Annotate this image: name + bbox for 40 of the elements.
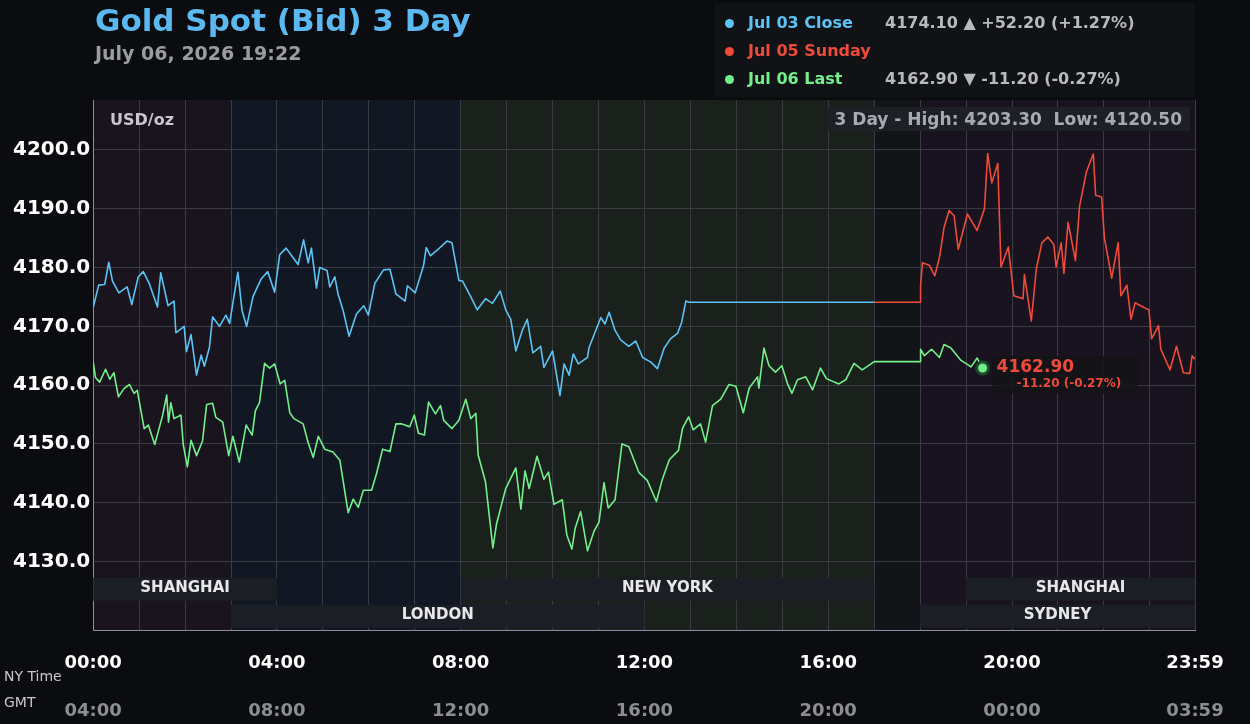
annotation: -11.20 (-0.27%) bbox=[1016, 376, 1122, 391]
text: 4174.10 ▲ +52.20 (+1.27%) bbox=[885, 12, 1135, 34]
y-tick-label: 4170.0 bbox=[12, 312, 91, 337]
x-tick-label: 23:59 bbox=[1166, 651, 1224, 673]
legend-label: Jul 05 Sunday bbox=[748, 41, 871, 60]
chart-subtitle: July 06, 2026 19:22 bbox=[95, 42, 302, 64]
y-tick-label: 4150.0 bbox=[12, 430, 91, 455]
chart-title: Gold Spot (Bid) 3 Day bbox=[95, 2, 471, 38]
x-tick-label: 16:00 bbox=[799, 651, 857, 673]
band-label: SHANGHAI bbox=[140, 578, 230, 597]
x-tick-label: 08:00 bbox=[432, 651, 490, 673]
y-tick-label: 4190.0 bbox=[12, 194, 91, 219]
text: 4162.90 ▼ -11.20 (-0.27%) bbox=[885, 68, 1121, 90]
band-label: SYDNEY bbox=[1023, 605, 1093, 624]
y-tick-label: 4160.0 bbox=[12, 371, 91, 396]
x-tick-label: 12:00 bbox=[615, 651, 674, 673]
x2-tick-label: 03:59 bbox=[1166, 698, 1224, 720]
y-axis-title: USD/oz bbox=[110, 110, 174, 129]
x-axis-title: NY Time bbox=[4, 668, 62, 684]
band-label: LONDON bbox=[401, 605, 474, 624]
x-tick-label: 20:00 bbox=[983, 651, 1041, 673]
band-label: NEW YORK bbox=[622, 578, 715, 597]
y-tick-label: 4140.0 bbox=[12, 488, 91, 513]
x2-tick-label: 04:00 bbox=[64, 698, 122, 720]
x2-tick-label: 16:00 bbox=[615, 698, 674, 720]
x-tick-label: 00:00 bbox=[64, 651, 122, 673]
x2-tick-label: 08:00 bbox=[248, 698, 306, 720]
x2-tick-label: 12:00 bbox=[432, 698, 490, 720]
x2-tick-label: 20:00 bbox=[799, 698, 857, 720]
annotation: 3 Day - High: 4203.30 Low: 4120.50 bbox=[826, 107, 1190, 131]
x2-axis-title: GMT bbox=[4, 694, 36, 710]
x-tick-label: 04:00 bbox=[248, 651, 306, 673]
x2-tick-label: 00:00 bbox=[983, 698, 1041, 720]
y-tick-label: 4200.0 bbox=[12, 136, 91, 161]
legend-label: Jul 06 Last bbox=[748, 69, 843, 88]
y-tick-label: 4180.0 bbox=[12, 253, 91, 278]
y-tick-label: 4130.0 bbox=[12, 547, 91, 572]
band-label: SHANGHAI bbox=[1035, 578, 1126, 597]
legend-label: Jul 03 Close bbox=[748, 13, 853, 32]
annotation: 4162.90 bbox=[996, 356, 1075, 377]
